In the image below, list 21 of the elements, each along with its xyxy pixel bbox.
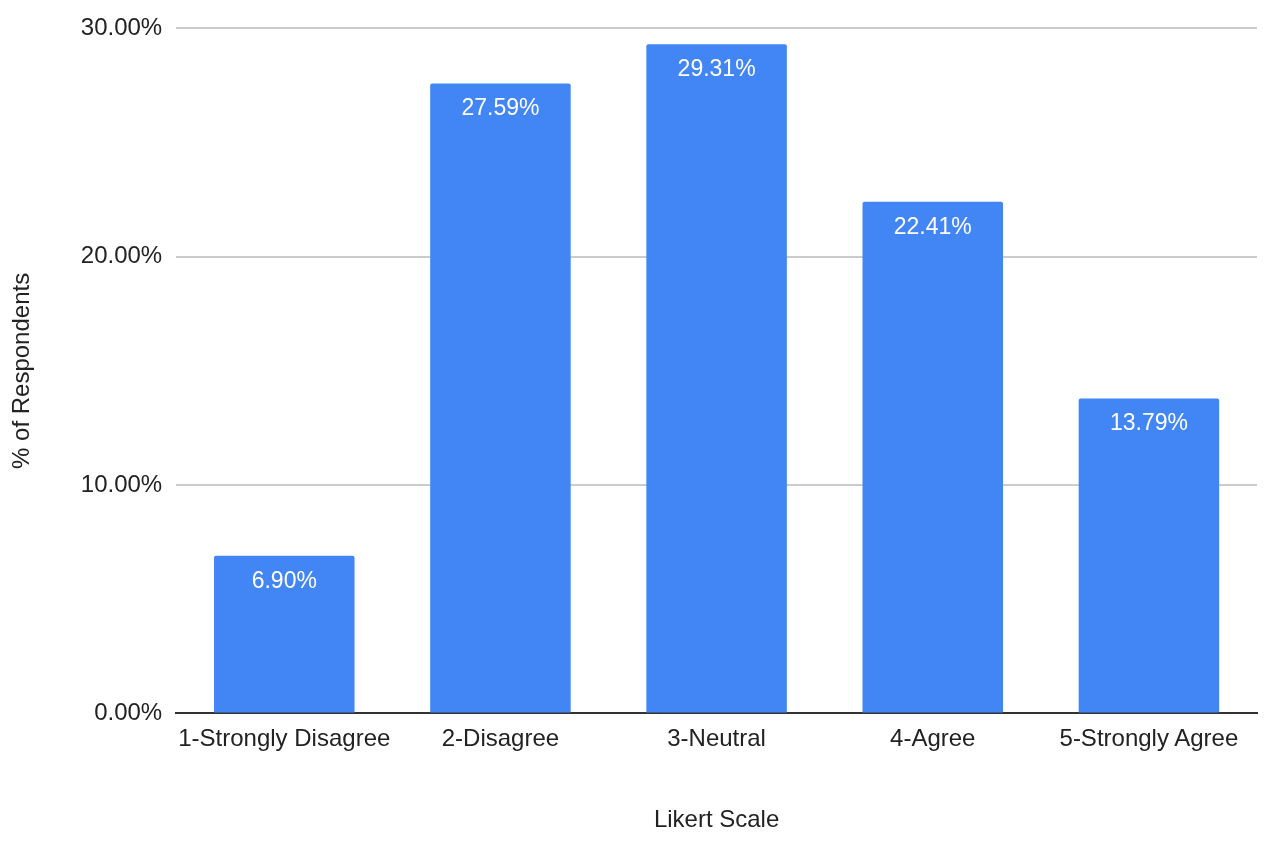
bar [862, 201, 1004, 713]
x-tick-label: 5-Strongly Agree [1059, 724, 1239, 752]
y-tick-label: 0.00% [94, 698, 163, 726]
x-axis-title: Likert Scale [653, 805, 780, 833]
y-axis-title: % of Respondents [7, 272, 35, 469]
x-tick-label: 3-Neutral [667, 724, 766, 752]
data-label: 13.79% [1109, 409, 1188, 436]
x-tick-label: 2-Disagree [441, 724, 560, 752]
x-tick-label: 1-Strongly Disagree [178, 724, 391, 752]
y-tick-label: 30.00% [80, 13, 163, 41]
bar [646, 44, 787, 713]
data-label: 6.90% [251, 566, 317, 593]
bar [214, 555, 355, 713]
x-tick-label: 4-Agree [890, 724, 976, 752]
data-label: 27.59% [461, 94, 540, 121]
bar [1078, 398, 1220, 713]
bar [430, 83, 571, 713]
data-label: 29.31% [677, 55, 756, 81]
y-tick-label: 10.00% [80, 469, 163, 497]
data-label: 22.41% [893, 212, 972, 239]
y-tick-label: 20.00% [80, 241, 163, 269]
